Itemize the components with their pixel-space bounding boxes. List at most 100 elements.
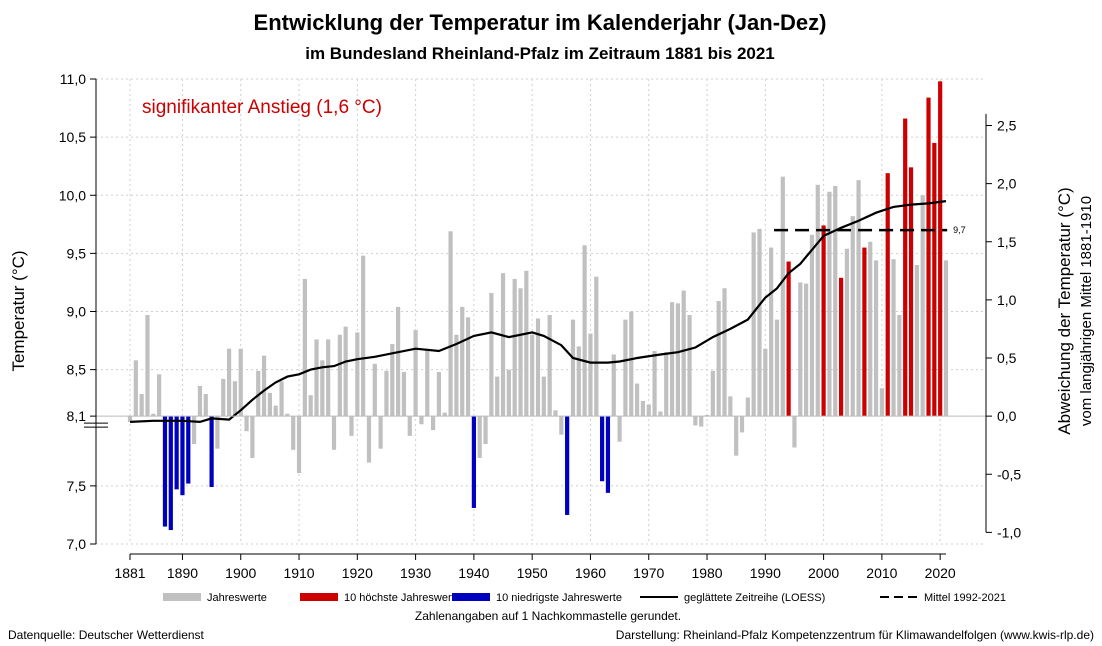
bar-annual (477, 416, 482, 458)
bar-annual (390, 344, 395, 417)
bar-annual (844, 248, 850, 417)
legend-label: 10 höchste Jahreswerte (344, 592, 461, 604)
chart-title: Entwicklung der Temperatur im Kalenderja… (254, 10, 827, 35)
bar-annual (127, 416, 133, 422)
bar-annual (454, 334, 459, 417)
bar-annual (226, 348, 232, 417)
x-tick-label: 1960 (575, 565, 606, 581)
bar-annual (430, 416, 436, 431)
bar-series (127, 81, 949, 531)
bar-annual (763, 348, 768, 417)
bar-annual (897, 314, 902, 417)
left-tick-label: 8,5 (67, 362, 87, 378)
x-tick-label: 1980 (691, 565, 722, 581)
bar-annual (483, 416, 488, 445)
gridlines (96, 78, 986, 545)
bar-annual (722, 288, 727, 417)
chart-subtitle: im Bundesland Rheinland-Pfalz im Zeitrau… (305, 44, 775, 63)
bar-annual (693, 416, 698, 426)
left-tick-label: 7,0 (67, 536, 87, 552)
right-tick-label: 2,5 (997, 118, 1017, 134)
bar-annual (804, 283, 809, 417)
bar-annual (611, 354, 616, 417)
bar-annual (320, 360, 325, 417)
bar-annual (232, 381, 238, 417)
bar-annual (465, 317, 471, 417)
bar-annual (629, 311, 634, 417)
bar-annual (244, 416, 249, 432)
bar-annual (495, 376, 500, 417)
bar-high (862, 247, 867, 417)
bar-annual (396, 306, 401, 417)
bar-annual (407, 416, 412, 436)
bar-high (908, 167, 914, 417)
y-axis-label-left: Temperatur (°C) (9, 250, 28, 371)
bar-annual (617, 416, 622, 442)
bar-annual (192, 416, 197, 445)
bar-low (605, 416, 611, 493)
left-tick-label: 8,1 (67, 408, 87, 424)
left-tick-label: 10,5 (59, 129, 86, 145)
bar-annual (524, 270, 529, 417)
bar-annual (145, 314, 150, 417)
bar-annual (448, 231, 453, 417)
x-tick-label: 1950 (517, 565, 548, 581)
bar-annual (197, 385, 203, 417)
bar-annual (203, 394, 208, 417)
bar-annual (710, 370, 715, 417)
bar-annual (151, 413, 156, 417)
legend-label: Mittel 1992-2021 (924, 592, 1006, 604)
bar-annual (442, 412, 447, 417)
bar-annual (576, 346, 581, 417)
right-tick-label: -0,5 (997, 466, 1021, 482)
bar-annual (769, 247, 774, 417)
bar-annual (366, 416, 372, 463)
bar-annual (331, 416, 337, 450)
x-tick-label: 1940 (458, 565, 489, 581)
right-tick-label: 2,0 (997, 176, 1017, 192)
bar-annual (261, 355, 267, 417)
bar-annual (296, 416, 302, 474)
bar-annual (728, 396, 733, 417)
bar-low (162, 416, 168, 527)
bar-annual (256, 370, 261, 417)
bar-low (471, 416, 476, 508)
bar-annual (675, 303, 680, 417)
bar-annual (308, 395, 313, 417)
trend-annotation: signifikanter Anstieg (1,6 °C) (142, 97, 382, 118)
bar-annual (734, 416, 739, 456)
legend-swatch (452, 593, 490, 601)
bar-annual (704, 414, 710, 417)
credit: Darstellung: Rheinland-Pfalz Kompetenzze… (616, 628, 1094, 642)
bar-annual (687, 314, 692, 417)
right-tick-label: -1,0 (997, 524, 1021, 540)
x-tick-label: 2020 (925, 565, 956, 581)
bar-annual (640, 401, 646, 417)
bar-annual (139, 394, 144, 417)
bar-annual (553, 410, 558, 417)
bar-annual (664, 352, 669, 417)
bar-low (209, 416, 214, 488)
bar-annual (792, 416, 797, 448)
bar-high (786, 261, 791, 417)
bar-annual (850, 216, 855, 417)
bar-annual (530, 334, 535, 417)
bar-annual (314, 339, 319, 417)
data-source: Datenquelle: Deutscher Wetterdienst (8, 628, 205, 642)
bar-annual (372, 363, 377, 417)
left-y-axis: 7,0 7,5 8,1 8,5 9,0 9,5 10,0 10,5 11,0 (59, 71, 108, 552)
bar-annual (285, 413, 290, 417)
x-tick-label: 1910 (283, 565, 314, 581)
legend-swatch (300, 593, 338, 601)
bar-annual (780, 176, 785, 417)
legend-label: geglättete Zeitreihe (LOESS) (684, 592, 825, 604)
x-tick-label: 1900 (225, 565, 256, 581)
bar-annual (699, 416, 704, 427)
bar-annual (634, 383, 640, 417)
bar-high (885, 173, 890, 417)
bar-annual (582, 245, 587, 417)
right-tick-label: 1,0 (997, 292, 1017, 308)
bar-annual (774, 319, 780, 417)
bar-high (821, 225, 826, 417)
bar-high (932, 142, 937, 417)
